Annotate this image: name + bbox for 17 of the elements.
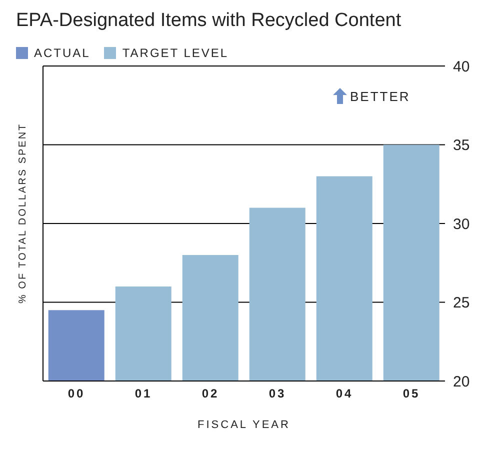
y-tick-label: 30 xyxy=(453,216,470,233)
annotation: BETTER xyxy=(349,88,410,104)
y-tick-label: 35 xyxy=(453,137,470,154)
y-tick-label: 20 xyxy=(453,373,470,390)
x-tick-label: 00 xyxy=(68,386,86,401)
legend-label: TARGET LEVEL xyxy=(121,46,229,60)
y-tick-label: 40 xyxy=(453,58,470,76)
x-tick-label: 02 xyxy=(202,386,220,401)
legend-label: ACTUAL xyxy=(33,46,90,60)
x-tick-label: 03 xyxy=(268,386,286,401)
y-tick-label: 25 xyxy=(453,294,470,312)
x-tick-label: 04 xyxy=(336,386,354,401)
y-axis-title: % OF TOTAL DOLLARS SPENT xyxy=(18,122,29,304)
x-tick-label: 01 xyxy=(134,386,152,401)
x-tick-label: 05 xyxy=(402,386,420,401)
x-axis-title: FISCAL YEAR xyxy=(198,419,290,431)
chart-title: EPA-Designated Items with Recycled Content xyxy=(16,10,402,32)
